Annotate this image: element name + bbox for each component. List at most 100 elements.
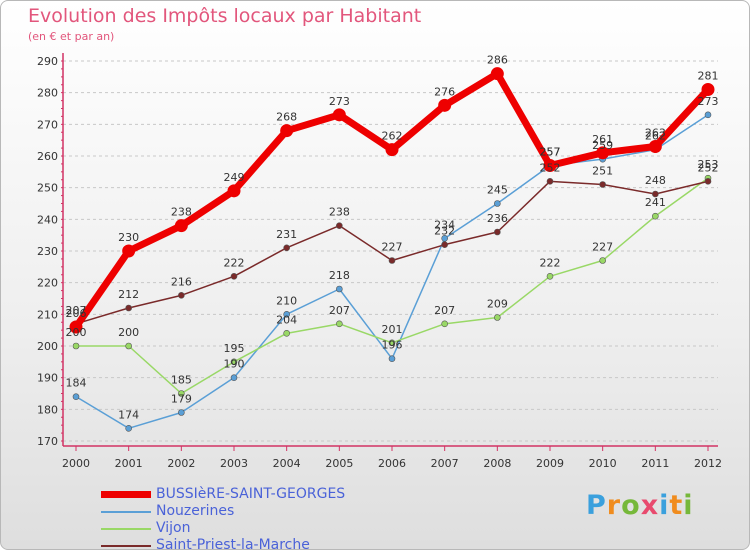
data-point-1 xyxy=(72,393,80,400)
data-point-3 xyxy=(283,244,290,252)
x-tick-label: 2002 xyxy=(167,457,195,470)
y-tick-label: 230 xyxy=(37,245,58,258)
data-point-3 xyxy=(494,228,501,236)
data-label-1: 257 xyxy=(540,146,561,159)
data-label-2: 185 xyxy=(171,374,192,387)
data-label-2: 207 xyxy=(329,304,350,317)
data-label-0: 281 xyxy=(698,70,719,83)
x-tick-label: 2001 xyxy=(115,457,143,470)
x-tick-label: 2004 xyxy=(273,457,301,470)
x-tick-label: 2008 xyxy=(483,457,511,470)
x-tick-label: 2009 xyxy=(536,457,564,470)
data-point-2 xyxy=(125,342,132,350)
data-point-1 xyxy=(388,355,396,362)
data-label-2: 253 xyxy=(698,158,719,171)
data-point-2 xyxy=(230,358,238,366)
x-tick-label: 2006 xyxy=(378,457,406,470)
x-tick-label: 2007 xyxy=(431,457,459,470)
data-label-1: 174 xyxy=(118,408,139,421)
data-point-1 xyxy=(494,200,501,207)
data-label-3: 248 xyxy=(645,174,666,187)
data-point-3 xyxy=(230,273,238,280)
data-point-0 xyxy=(490,67,504,81)
data-point-2 xyxy=(494,314,501,321)
data-point-3 xyxy=(599,181,606,188)
data-label-1: 262 xyxy=(645,130,666,143)
data-label-0: 263 xyxy=(645,127,666,140)
legend-swatch-nouzerines xyxy=(101,511,151,513)
data-point-3 xyxy=(441,241,448,248)
legend-label-bussiere: BUSSIèRE-SAINT-GEORGES xyxy=(156,486,346,502)
chart-subtitle: (en € et par an) xyxy=(28,30,115,43)
data-label-2: 195 xyxy=(224,342,245,355)
data-label-3: 231 xyxy=(276,228,297,241)
data-label-2: 227 xyxy=(592,241,613,254)
data-label-1: 234 xyxy=(434,218,455,231)
legend-swatch-saint-priest xyxy=(101,545,151,547)
x-tick-label: 2003 xyxy=(220,457,248,470)
data-label-3: 207 xyxy=(66,304,87,317)
legend-label-nouzerines: Nouzerines xyxy=(156,503,235,519)
legend-label-saint-priest: Saint-Priest-la-Marche xyxy=(156,537,310,550)
data-label-2: 201 xyxy=(382,323,403,336)
data-point-1 xyxy=(441,235,448,242)
data-label-2: 207 xyxy=(434,304,455,317)
y-tick-label: 210 xyxy=(37,308,58,321)
data-label-2: 222 xyxy=(540,256,561,269)
data-label-3: 216 xyxy=(171,275,192,288)
data-label-2: 200 xyxy=(66,326,87,339)
data-label-1: 184 xyxy=(66,377,87,390)
data-label-1: 273 xyxy=(698,95,719,108)
data-label-2: 200 xyxy=(118,326,139,339)
data-label-3: 222 xyxy=(224,256,245,269)
x-tick-label: 2012 xyxy=(694,457,722,470)
data-point-1 xyxy=(704,111,712,119)
data-label-0: 257 xyxy=(540,146,561,159)
data-label-3: 238 xyxy=(329,206,350,219)
data-point-2 xyxy=(599,257,606,264)
data-label-0: 230 xyxy=(118,231,139,244)
data-point-2 xyxy=(283,330,290,337)
data-label-0: 273 xyxy=(329,95,350,108)
data-label-3: 227 xyxy=(382,241,403,254)
data-point-3 xyxy=(336,222,343,229)
data-point-0 xyxy=(227,184,241,198)
x-tick-label: 2005 xyxy=(325,457,353,470)
data-point-2 xyxy=(388,339,396,347)
y-tick-label: 240 xyxy=(37,213,58,226)
data-point-0 xyxy=(438,98,452,112)
data-point-2 xyxy=(546,273,554,280)
data-point-2 xyxy=(441,320,448,328)
data-point-1 xyxy=(125,425,132,432)
data-point-3 xyxy=(388,257,396,264)
data-point-3 xyxy=(652,190,659,198)
data-label-0: 268 xyxy=(276,111,297,124)
data-point-0 xyxy=(701,83,715,96)
data-point-0 xyxy=(543,159,557,172)
data-point-0 xyxy=(174,219,188,233)
data-label-1: 196 xyxy=(382,339,403,352)
data-point-3 xyxy=(178,292,185,299)
data-point-2 xyxy=(336,320,343,328)
data-point-2 xyxy=(652,212,659,220)
data-label-0: 276 xyxy=(434,85,455,98)
chart-title: Evolution des Impôts locaux par Habitant xyxy=(28,5,422,27)
data-label-0: 261 xyxy=(592,133,613,146)
data-label-3: 212 xyxy=(118,288,139,301)
legend-label-vijon: Vijon xyxy=(156,520,191,536)
data-label-2: 209 xyxy=(487,298,508,311)
y-tick-label: 260 xyxy=(37,150,58,163)
y-tick-label: 200 xyxy=(37,340,58,353)
data-point-1 xyxy=(178,409,185,416)
data-label-1: 218 xyxy=(329,269,350,282)
data-point-0 xyxy=(648,140,662,153)
x-tick-label: 2011 xyxy=(641,457,669,470)
data-label-0: 249 xyxy=(224,171,245,184)
data-label-0: 238 xyxy=(171,206,192,219)
y-tick-label: 290 xyxy=(37,55,58,68)
x-tick-label: 2000 xyxy=(62,457,90,470)
y-tick-label: 190 xyxy=(37,372,58,385)
data-point-1 xyxy=(230,374,238,381)
proxiti-logo: Proxiti xyxy=(586,490,694,521)
